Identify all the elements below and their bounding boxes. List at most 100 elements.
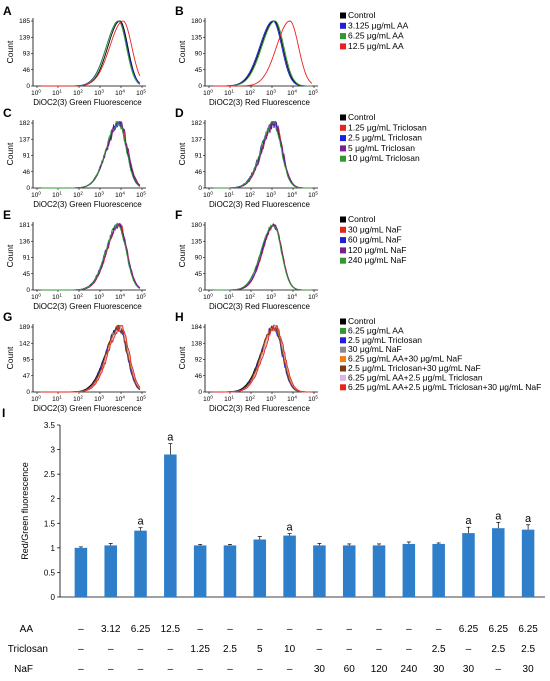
- x-tick-base: 10: [266, 396, 274, 403]
- histogram-curve: [213, 120, 312, 189]
- x-tick-label: 102: [245, 395, 255, 404]
- legend-swatch: [340, 43, 346, 50]
- y-tick-label: 0: [26, 287, 30, 294]
- histogram-curve: [213, 224, 312, 291]
- x-axis-label: DiOC2(3) Green Fluorescence: [33, 98, 142, 107]
- x-tick-label: 105: [136, 293, 146, 302]
- treatment-cell: 6.25: [518, 624, 538, 635]
- x-tick-label: 101: [224, 191, 234, 200]
- x-tick-label: 100: [203, 395, 213, 404]
- y-tick-label: 45: [195, 271, 203, 278]
- legend-label: 6.25 μg/mL AA+2.5 μg/mL Triclosan+30 μg/…: [348, 382, 541, 392]
- x-tick-base: 10: [203, 90, 211, 97]
- x-tick-exponent: 1: [231, 395, 234, 400]
- treatment-cell: –: [346, 644, 352, 655]
- x-tick-base: 10: [115, 294, 123, 301]
- x-tick-label: 101: [52, 395, 62, 404]
- treatment-cell: –: [317, 624, 323, 635]
- x-tick-label: 100: [203, 191, 213, 200]
- x-axis-label: DiOC2(3) Red Fluorescence: [209, 404, 310, 413]
- bar: [104, 545, 117, 597]
- treatment-cell: 60: [344, 664, 356, 675]
- treatment-cell: –: [287, 624, 293, 635]
- histogram-curve: [213, 324, 312, 393]
- legend-label: 2.5 μg/mL Triclosan+30 μg/mL NaF: [348, 363, 481, 373]
- histogram-curve: [213, 223, 312, 291]
- treatment-cell: –: [138, 644, 144, 655]
- histogram-curve: [41, 223, 141, 291]
- legend-swatch: [340, 22, 346, 29]
- x-tick-base: 10: [94, 396, 102, 403]
- legend-label: Control: [348, 112, 376, 122]
- treatment-cell: –: [257, 624, 263, 635]
- x-axis-label: DiOC2(3) Green Fluorescence: [33, 200, 142, 209]
- x-tick-base: 10: [287, 294, 295, 301]
- x-tick-exponent: 0: [210, 191, 213, 196]
- y-tick-label: 46: [195, 169, 203, 176]
- treatment-cell: 3.12: [101, 624, 121, 635]
- treatment-cell: –: [168, 644, 174, 655]
- x-tick-exponent: 5: [143, 89, 146, 94]
- x-tick-exponent: 0: [38, 191, 41, 196]
- legend-swatch: [340, 257, 346, 264]
- y-tick-label: 142: [19, 340, 30, 347]
- x-tick-label: 102: [245, 293, 255, 302]
- x-tick-base: 10: [287, 192, 295, 199]
- x-tick-base: 10: [31, 294, 39, 301]
- treatment-cell: 240: [401, 664, 418, 675]
- x-tick-exponent: 4: [294, 89, 297, 94]
- y-axis-label: Count: [5, 142, 15, 165]
- x-tick-base: 10: [308, 90, 316, 97]
- x-tick-label: 103: [266, 395, 276, 404]
- x-tick-label: 101: [52, 293, 62, 302]
- legend-label: 1.25 μg/mL Triclosan: [348, 122, 427, 132]
- x-tick-exponent: 4: [122, 395, 125, 400]
- y-tick-label: 3: [51, 446, 56, 455]
- x-tick-base: 10: [115, 192, 123, 199]
- histogram-curve: [41, 121, 141, 189]
- y-axis-label: Count: [177, 40, 187, 63]
- treatment-cell: –: [197, 624, 203, 635]
- histogram-curve: [213, 20, 313, 87]
- y-tick-label: 45: [195, 67, 203, 74]
- y-tick-label: 47: [23, 373, 31, 380]
- y-tick-label: 182: [191, 120, 202, 127]
- x-tick-label: 100: [31, 395, 41, 404]
- x-tick-base: 10: [266, 192, 274, 199]
- x-tick-label: 103: [94, 395, 104, 404]
- y-tick-label: 0.5: [44, 568, 56, 577]
- legend-swatch: [340, 155, 346, 162]
- bar: [253, 539, 267, 597]
- x-tick-exponent: 5: [315, 293, 318, 298]
- treatment-row-name: AA: [20, 624, 34, 635]
- y-tick-label: 135: [191, 34, 202, 41]
- x-tick-exponent: 4: [122, 89, 125, 94]
- x-tick-exponent: 3: [273, 395, 276, 400]
- x-tick-base: 10: [308, 396, 316, 403]
- x-axis-label: DiOC2(3) Red Fluorescence: [209, 302, 310, 311]
- x-tick-exponent: 4: [294, 191, 297, 196]
- x-tick-exponent: 2: [252, 89, 255, 94]
- y-tick-label: 95: [23, 357, 31, 364]
- legend-label: 120 μg/mL NaF: [348, 245, 406, 255]
- x-tick-base: 10: [136, 396, 144, 403]
- x-tick-exponent: 1: [231, 293, 234, 298]
- bar: [462, 533, 475, 597]
- y-axis-label: Red/Green fluorescence: [20, 462, 30, 560]
- legend-swatch: [340, 237, 346, 244]
- treatment-cell: 2.5: [521, 644, 535, 655]
- y-tick-label: 2.5: [44, 470, 56, 479]
- x-tick-base: 10: [308, 192, 316, 199]
- x-tick-exponent: 5: [315, 191, 318, 196]
- x-tick-base: 10: [224, 90, 232, 97]
- legend-swatch: [340, 226, 346, 233]
- y-tick-label: 46: [23, 67, 31, 74]
- bar: [193, 545, 207, 597]
